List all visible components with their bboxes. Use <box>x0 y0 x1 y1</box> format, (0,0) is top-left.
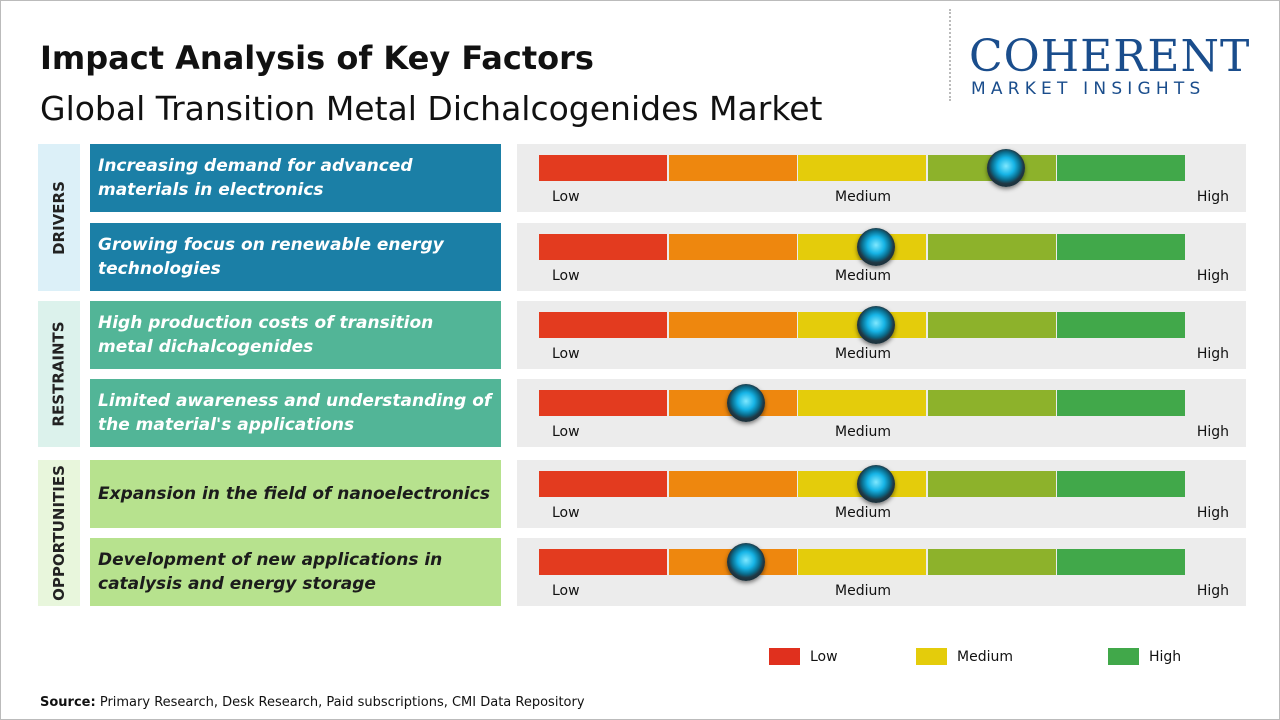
group-label: RESTRAINTS <box>50 321 69 427</box>
gauge-segment <box>1057 312 1186 338</box>
gauge-segment <box>668 471 797 497</box>
legend-swatch <box>1108 648 1139 665</box>
gauge-segment <box>1057 155 1186 181</box>
gauge-segment <box>539 312 668 338</box>
gauge-label: High <box>1196 189 1229 205</box>
group-label-box: DRIVERS <box>38 144 80 291</box>
factor-text: Development of new applications in catal… <box>90 538 501 606</box>
gauge-segment <box>539 471 668 497</box>
gauge-label: High <box>1196 268 1229 284</box>
gauge-segment <box>539 155 668 181</box>
group-label: DRIVERS <box>50 180 69 255</box>
gauge-label: Medium <box>835 583 891 599</box>
gauge-panel: Low Medium High <box>517 460 1246 528</box>
gauge-label: Low <box>552 505 580 521</box>
gauge-label: Low <box>552 189 580 205</box>
title: Impact Analysis of Key Factors <box>40 39 594 77</box>
gauge-label: High <box>1196 505 1229 521</box>
impact-knob <box>856 306 895 344</box>
impact-knob <box>727 384 766 422</box>
gauge-segment <box>668 312 797 338</box>
gauge-segment <box>927 549 1056 575</box>
gauge-segment <box>1057 234 1186 260</box>
gauge-label: Medium <box>835 189 891 205</box>
gauge-segment <box>927 234 1056 260</box>
source: Source: Primary Research, Desk Research,… <box>40 695 585 710</box>
gauge-label: Low <box>552 346 580 362</box>
gauge-segment <box>539 549 668 575</box>
logo-tagline: MARKET INSIGHTS <box>971 79 1206 99</box>
gauge-label: Low <box>552 424 580 440</box>
source-text: Primary Research, Desk Research, Paid su… <box>99 695 585 710</box>
gauge-segment <box>668 155 797 181</box>
factor-text: Growing focus on renewable energy techno… <box>90 223 501 291</box>
gauge-segment <box>1057 390 1186 416</box>
gauge-panel: Low Medium High <box>517 223 1246 291</box>
group-label-box: OPPORTUNITIES <box>38 460 80 606</box>
gauge-panel: Low Medium High <box>517 301 1246 369</box>
factor-text: Expansion in the field of nanoelectronic… <box>90 460 501 528</box>
group-label: OPPORTUNITIES <box>50 465 68 601</box>
group-label-box: RESTRAINTS <box>38 301 80 447</box>
gauge-panel: Low Medium High <box>517 379 1246 447</box>
source-label: Source: <box>40 695 96 710</box>
gauge-segment <box>539 234 668 260</box>
gauge-segment <box>927 390 1056 416</box>
impact-knob <box>727 543 766 581</box>
gauge-label: High <box>1196 583 1229 599</box>
gauge-segment <box>1057 471 1186 497</box>
gauge-label: Medium <box>835 505 891 521</box>
gauge-label: Low <box>552 583 580 599</box>
gauge-segment <box>668 234 797 260</box>
gauge-segment <box>798 549 927 575</box>
gauge-segment <box>539 390 668 416</box>
impact-knob <box>856 228 895 266</box>
gauge-label: Medium <box>835 346 891 362</box>
gauge-segment <box>927 312 1056 338</box>
gauge-label: Low <box>552 268 580 284</box>
gauge-label: High <box>1196 424 1229 440</box>
separator <box>949 9 951 101</box>
impact-knob <box>856 465 895 503</box>
gauge-segment <box>798 155 927 181</box>
gauge-panel: Low Medium High <box>517 144 1246 212</box>
gauge-label: Medium <box>835 268 891 284</box>
gauge-segment <box>1057 549 1186 575</box>
legend-swatch <box>916 648 947 665</box>
legend-label: Medium <box>957 649 1013 665</box>
impact-knob <box>986 149 1025 187</box>
gauge-label: Medium <box>835 424 891 440</box>
factor-text: High production costs of transition meta… <box>90 301 501 369</box>
subtitle: Global Transition Metal Dichalcogenides … <box>40 89 823 128</box>
gauge-panel: Low Medium High <box>517 538 1246 606</box>
gauge-label: High <box>1196 346 1229 362</box>
factor-text: Limited awareness and understanding of t… <box>90 379 501 447</box>
gauge-segment <box>927 471 1056 497</box>
legend-swatch <box>769 648 800 665</box>
legend-label: High <box>1149 649 1182 665</box>
logo-name: COHERENT <box>969 31 1251 82</box>
factor-text: Increasing demand for advanced materials… <box>90 144 501 212</box>
legend-label: Low <box>810 649 838 665</box>
gauge-segment <box>798 390 927 416</box>
